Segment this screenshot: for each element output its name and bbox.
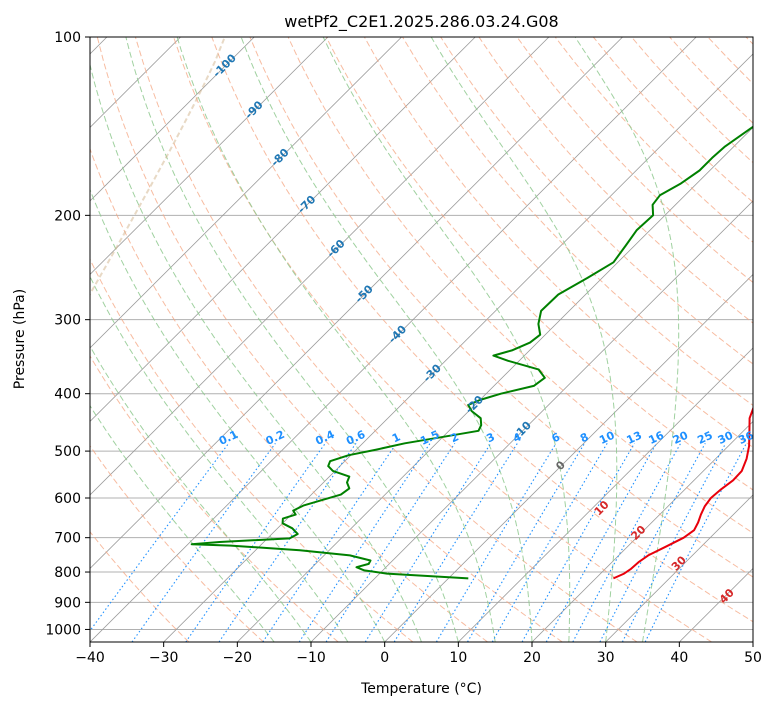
moist-adiabat-line [125, 37, 459, 642]
dry-adiabat-line [90, 147, 488, 642]
x-tick-label: 0 [380, 650, 389, 666]
mixing-ratio-line [131, 442, 276, 642]
moist-adiabat-line [90, 275, 349, 642]
isotherm-line [531, 420, 753, 642]
moist-adiabat-line [176, 37, 496, 642]
dry-adiabat-line [90, 445, 264, 642]
dry-adiabat-line [516, 37, 753, 284]
isobar-grid [90, 37, 753, 630]
isotherm-line [163, 53, 753, 642]
mixing-ratio-line [545, 443, 657, 642]
mixing-ratio-line [644, 443, 747, 642]
mixing-ratio-label: 20 [671, 429, 691, 447]
x-tick-label: −20 [223, 650, 253, 666]
dry-adiabat-line [134, 37, 638, 642]
dry-adiabat-line [287, 37, 753, 534]
mixing-ratio-line [521, 443, 635, 642]
moist-adiabat-line [322, 37, 571, 642]
mixing-ratio-label: 16 [647, 429, 667, 447]
mixing-ratio-label: 10 [597, 429, 617, 447]
moist-adiabat-line [90, 62, 422, 642]
mixing-ratio-line [435, 443, 557, 642]
isotherm-line [90, 37, 476, 423]
isotherm-line [605, 494, 753, 642]
dry-adiabat-line [249, 37, 753, 578]
x-tick-label: 40 [670, 650, 688, 666]
mixing-ratio-label: 30 [716, 429, 736, 447]
dry-adiabat-line [90, 258, 414, 642]
y-tick-label: 100 [54, 30, 81, 46]
y-tick-label: 400 [54, 387, 81, 403]
moist-adiabat-line [90, 345, 312, 642]
dry-adiabat-line [173, 37, 712, 642]
y-tick-label: 600 [54, 491, 81, 507]
ccl-line [90, 37, 226, 296]
x-tick-label: 10 [449, 650, 467, 666]
x-tick-label: −30 [149, 650, 179, 666]
mixing-ratio-line [218, 442, 357, 642]
isotherm-lines [90, 37, 753, 642]
moist-adiabat-line [240, 37, 533, 642]
isotherm-line [90, 37, 402, 349]
isotherm-line [458, 347, 753, 642]
dry-adiabat-line [325, 37, 753, 491]
y-tick-label: 700 [54, 531, 81, 547]
mixing-ratio-label: 13 [625, 429, 644, 447]
profile-series [190, 125, 753, 580]
x-tick-label: −40 [75, 650, 105, 666]
y-tick-label: 1000 [45, 622, 81, 638]
dry-adiabat-line [211, 37, 753, 623]
isotherm-line [384, 273, 753, 642]
dry-adiabat-line [440, 37, 753, 365]
mixing-ratio-line [364, 442, 492, 642]
x-tick-label: 30 [597, 650, 615, 666]
y-tick-label: 300 [54, 313, 81, 329]
moist-adiabat-lines [90, 37, 680, 642]
temperature-line [612, 406, 753, 580]
plot-area [90, 37, 753, 642]
x-tick-label: 50 [744, 650, 762, 666]
background-lines [90, 37, 753, 642]
mixing-ratio-line [599, 443, 706, 642]
mixing-ratio-lines [90, 442, 747, 642]
mixing-ratio-line [393, 443, 518, 642]
dewpoint-line [190, 125, 753, 580]
isotherm-line [90, 37, 329, 275]
mixing-ratio-line [467, 443, 586, 642]
y-tick-label: 900 [54, 595, 81, 611]
x-tick-label: 20 [523, 650, 541, 666]
isotherm-line [90, 37, 255, 202]
mixing-ratio-label: 25 [695, 429, 714, 447]
dry-adiabat-line [402, 37, 753, 406]
plot-frame [89, 36, 754, 643]
mixing-ratio-line [262, 442, 397, 642]
moist-adiabat-line [90, 188, 386, 642]
dry-adiabat-line [90, 355, 339, 642]
mixing-ratio-label: 36 [736, 429, 756, 447]
dry-adiabat-line [96, 37, 563, 642]
moist-adiabat-line [574, 37, 680, 642]
moist-adiabat-line [90, 404, 275, 642]
mixing-ratio-line [572, 443, 682, 642]
mixing-ratio-line [185, 442, 326, 642]
y-axis-label: Pressure (hPa) [12, 289, 28, 389]
isotherm-line [237, 126, 753, 642]
dry-adiabat-lines [90, 37, 753, 642]
mixing-ratio-line [621, 443, 727, 642]
x-axis-label: Temperature (°C) [360, 681, 482, 697]
y-tick-label: 200 [54, 208, 81, 224]
y-tick-label: 800 [54, 565, 81, 581]
isotherm-line [90, 37, 623, 570]
y-tick-label: 500 [54, 444, 81, 460]
chart-title: wetPf2_C2E1.2025.286.03.24.G08 [284, 12, 558, 32]
x-tick-label: −10 [296, 650, 326, 666]
ccl-curve [90, 37, 226, 296]
isotherm-line [90, 37, 550, 496]
dry-adiabat-line [90, 530, 190, 642]
axes: −40 −30 −20 −10 0 10 20 30 40 50 100 200 300 400 500 60… [45, 30, 762, 666]
